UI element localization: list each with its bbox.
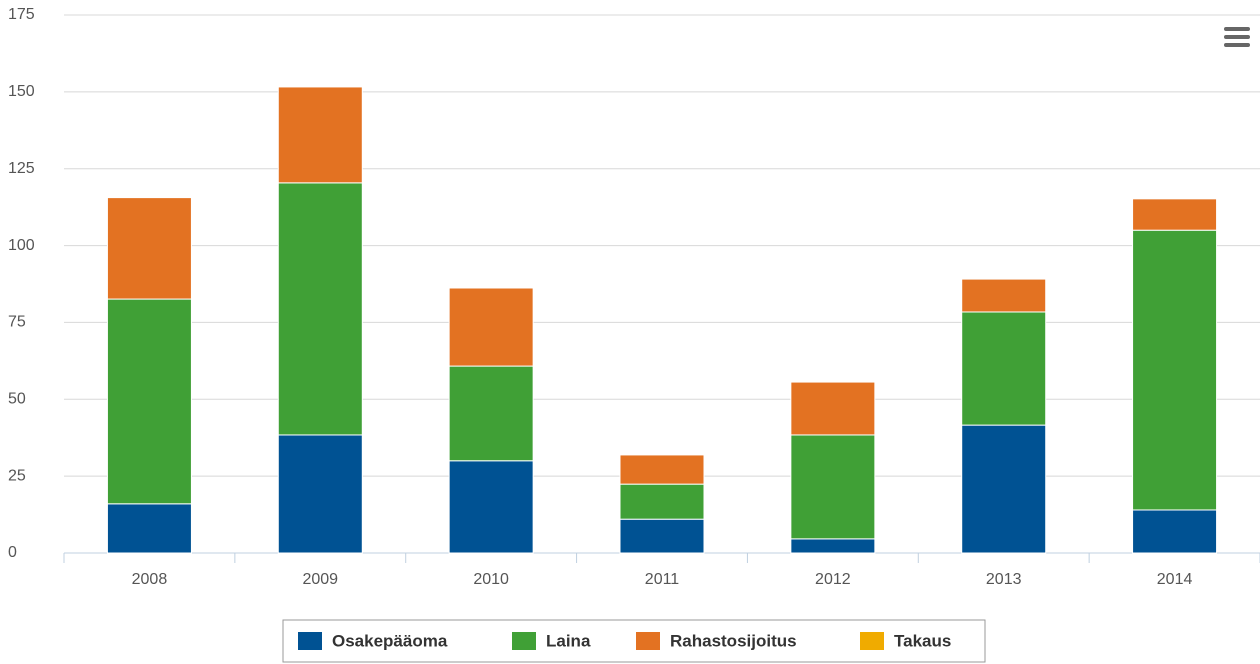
bar-segment (1132, 198, 1218, 231)
bar-segment (448, 287, 534, 367)
legend-swatch (636, 632, 660, 650)
bar-segment (277, 182, 363, 436)
bar-segment (619, 483, 705, 520)
menu-bar[interactable] (1224, 35, 1250, 39)
legend-label: Takaus (894, 631, 951, 650)
menu-icon[interactable] (1224, 27, 1250, 47)
y-tick-label: 150 (8, 83, 35, 100)
bar-segment (1132, 509, 1218, 554)
y-tick-label: 25 (8, 467, 26, 484)
y-tick-label: 175 (8, 6, 35, 23)
legend-swatch (512, 632, 536, 650)
x-tick-label: 2012 (815, 571, 851, 588)
bar-segment (961, 278, 1047, 313)
legend-label: Laina (546, 631, 591, 650)
bar-segment (448, 460, 534, 554)
x-tick-label: 2011 (645, 571, 680, 588)
y-tick-label: 0 (8, 544, 17, 561)
bar-segment (961, 424, 1047, 554)
bar-segment (790, 538, 876, 554)
bar-segment (961, 311, 1047, 426)
legend-label: Rahastosijoitus (670, 631, 797, 650)
x-tick-label: 2008 (132, 571, 168, 588)
legend-swatch (298, 632, 322, 650)
x-tick-label: 2013 (986, 571, 1022, 588)
menu-bar[interactable] (1224, 27, 1250, 31)
x-tick-label: 2010 (473, 571, 509, 588)
menu-bar[interactable] (1224, 43, 1250, 47)
bar-segment (106, 503, 192, 554)
bar-segment (790, 381, 876, 436)
x-tick-label: 2014 (1157, 571, 1193, 588)
bar-segment (106, 298, 192, 505)
bar-segment (277, 434, 363, 554)
y-tick-label: 50 (8, 391, 26, 408)
bar-segment (448, 365, 534, 462)
bar-segment (1132, 229, 1218, 511)
x-tick-label: 2009 (302, 571, 338, 588)
bar-segment (277, 86, 363, 184)
legend-swatch (860, 632, 884, 650)
bar-segment (106, 197, 192, 300)
y-tick-label: 125 (8, 160, 35, 177)
y-tick-label: 75 (8, 314, 26, 331)
bar-segment (619, 518, 705, 554)
y-tick-label: 100 (8, 237, 35, 254)
bar-segment (790, 434, 876, 540)
bar-segment (619, 454, 705, 485)
legend-label: Osakepääoma (332, 631, 448, 650)
